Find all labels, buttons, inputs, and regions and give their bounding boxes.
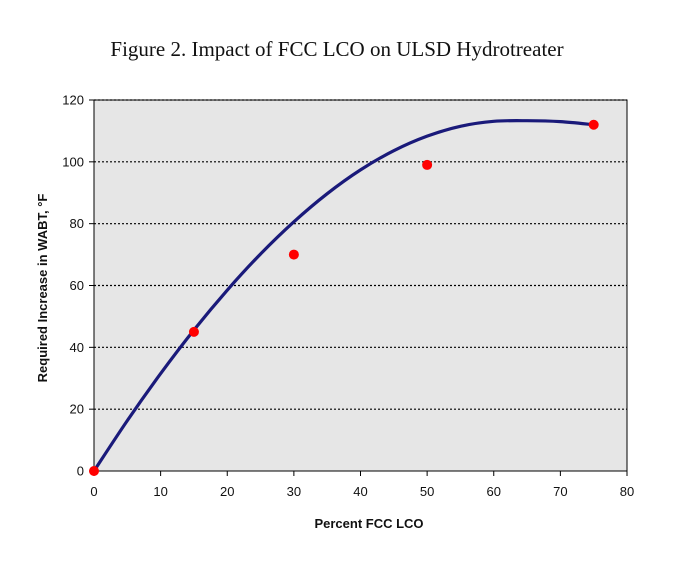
chart-title: Figure 2. Impact of FCC LCO on ULSD Hydr… [110,37,563,61]
y-tick-label: 120 [62,93,84,108]
x-tick-label: 30 [287,484,301,499]
y-tick-label: 20 [70,402,84,417]
y-axis-ticks: 0 20 40 60 80 100 120 [62,93,94,479]
y-tick-label: 100 [62,154,84,169]
x-tick-label: 0 [90,484,97,499]
x-axis-ticks: 0 10 20 30 40 50 60 70 80 [90,471,634,499]
series [89,119,599,476]
data-point [288,249,299,260]
x-tick-label: 50 [420,484,434,499]
y-axis-label: Required Increase in WABT, °F [35,194,50,383]
x-tick-label: 20 [220,484,234,499]
y-tick-label: 60 [70,278,84,293]
data-point [188,326,199,337]
y-tick-label: 40 [70,340,84,355]
x-tick-label: 80 [620,484,634,499]
trend-line [92,119,596,473]
x-tick-label: 10 [153,484,167,499]
y-tick-label: 0 [77,464,84,479]
x-tick-label: 60 [487,484,501,499]
x-axis-label: Percent FCC LCO [314,516,423,531]
grid-lines [94,99,627,410]
data-point [422,159,433,170]
x-tick-label: 70 [553,484,567,499]
data-point [89,466,99,476]
data-point [588,119,599,130]
x-tick-label: 40 [353,484,367,499]
y-tick-label: 80 [70,216,84,231]
